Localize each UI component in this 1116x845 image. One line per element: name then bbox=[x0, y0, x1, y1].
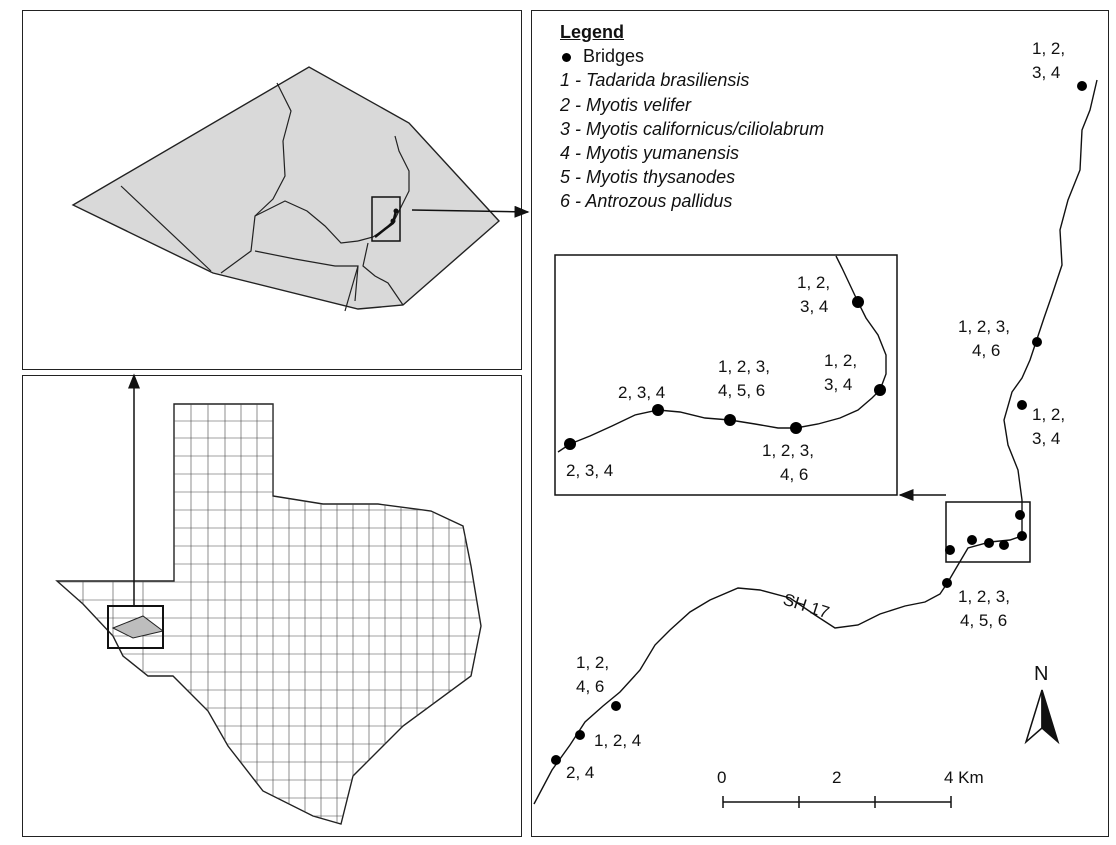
locator-box bbox=[107, 605, 164, 649]
legend-species-item: 3 - Myotis californicus/ciliolabrum bbox=[560, 118, 825, 139]
bridge-dot bbox=[874, 384, 886, 396]
river-segment bbox=[374, 210, 398, 238]
arrow-county-to-main bbox=[411, 205, 530, 218]
bridge-dot bbox=[790, 422, 802, 434]
texas-map bbox=[55, 403, 482, 825]
bridge-dot bbox=[393, 208, 399, 214]
county-shape bbox=[71, 66, 501, 310]
north-label: N bbox=[1034, 663, 1048, 685]
bridge-label: 4, 5, 6 bbox=[960, 611, 1007, 630]
inset-bridge-label: 1, 2, 3, bbox=[762, 441, 814, 460]
north-arrow-icon bbox=[1024, 689, 1060, 745]
inset-bridge-label: 2, 3, 4 bbox=[618, 383, 665, 402]
scale-bar bbox=[722, 796, 952, 808]
legend-title: Legend bbox=[560, 22, 625, 42]
legend-species-item: 6 - Antrozous pallidus bbox=[560, 191, 733, 212]
legend: Legend Bridges 1 - Tadarida brasiliensis… bbox=[560, 20, 824, 214]
inset-bridge-label: 4, 6 bbox=[780, 465, 808, 484]
bridge-label: 2, 4 bbox=[566, 763, 594, 782]
inset-bridge-label: 1, 2, bbox=[824, 351, 857, 370]
inset-bridge-label: 2, 3, 4 bbox=[566, 461, 613, 480]
bridge-dot bbox=[575, 730, 585, 740]
bridge-label: 1, 2, bbox=[576, 653, 609, 672]
road-line-main bbox=[533, 79, 1098, 805]
county-line bbox=[254, 250, 359, 302]
bridge-label: 1, 2, 3, bbox=[958, 317, 1010, 336]
road-label: SH 17 bbox=[781, 590, 832, 623]
bridge-dot bbox=[611, 701, 621, 711]
bridge-label: 1, 2, bbox=[1032, 405, 1065, 424]
texas-map-panel bbox=[22, 375, 522, 837]
study-area-box-main bbox=[945, 501, 1031, 563]
bridge-label: 4, 6 bbox=[576, 677, 604, 696]
inset-bridge-label: 3, 4 bbox=[800, 297, 828, 316]
bridge-dot bbox=[652, 404, 664, 416]
legend-species-item: 5 - Myotis thysanodes bbox=[560, 167, 736, 188]
inset-road-line bbox=[557, 255, 887, 453]
county-line bbox=[344, 265, 359, 312]
bridge-dot bbox=[967, 535, 977, 545]
inset-bridge-label: 4, 5, 6 bbox=[718, 381, 765, 400]
bridge-dot bbox=[724, 414, 736, 426]
legend-bridges-label: Bridges bbox=[583, 46, 645, 67]
bridge-label: 1, 2, 4 bbox=[594, 731, 641, 750]
bridge-dot bbox=[390, 218, 396, 224]
legend-bridges: Bridges bbox=[560, 44, 824, 68]
legend-species-item: 4 - Myotis yumanensis bbox=[560, 143, 740, 164]
inset-map-frame bbox=[554, 254, 898, 496]
county-line bbox=[362, 242, 404, 306]
legend-species-item: 2 - Myotis velifer bbox=[560, 94, 692, 115]
bridge-dot bbox=[942, 578, 952, 588]
county-map bbox=[71, 66, 501, 312]
county-line bbox=[120, 185, 212, 272]
bridge-dot bbox=[999, 540, 1009, 550]
bridge-label: 1, 2, bbox=[1032, 39, 1065, 58]
county-line bbox=[220, 82, 292, 274]
inset-bridge-label: 1, 2, 3, bbox=[718, 357, 770, 376]
bridge-label: 3, 4 bbox=[1032, 63, 1060, 82]
bridge-dot bbox=[1017, 400, 1027, 410]
bridge-label: 3, 4 bbox=[1032, 429, 1060, 448]
inset-bridge-label: 3, 4 bbox=[824, 375, 852, 394]
bridge-dot bbox=[984, 538, 994, 548]
bridge-dot bbox=[945, 545, 955, 555]
bridge-dot bbox=[1017, 531, 1027, 541]
county-grid bbox=[57, 404, 481, 824]
county-map-panel bbox=[22, 10, 522, 370]
scale-tick-label: 4 Km bbox=[944, 768, 984, 787]
scale-tick-label: 2 bbox=[832, 768, 841, 787]
county-line bbox=[254, 200, 359, 244]
bridge-dot bbox=[551, 755, 561, 765]
bridge-dot bbox=[1077, 81, 1087, 91]
bridge-label: 1, 2, 3, bbox=[958, 587, 1010, 606]
scale-tick-label: 0 bbox=[717, 768, 726, 787]
legend-species-item: 1 - Tadarida brasiliensis bbox=[560, 70, 750, 91]
bridge-label: 4, 6 bbox=[972, 341, 1000, 360]
bridge-dot bbox=[1015, 510, 1025, 520]
study-area-box bbox=[371, 196, 401, 242]
bridge-dot bbox=[852, 296, 864, 308]
bridge-symbol-icon bbox=[562, 52, 571, 62]
inset-bridge-label: 1, 2, bbox=[797, 273, 830, 292]
bridge-dot bbox=[1032, 337, 1042, 347]
bridge-dot bbox=[564, 438, 576, 450]
